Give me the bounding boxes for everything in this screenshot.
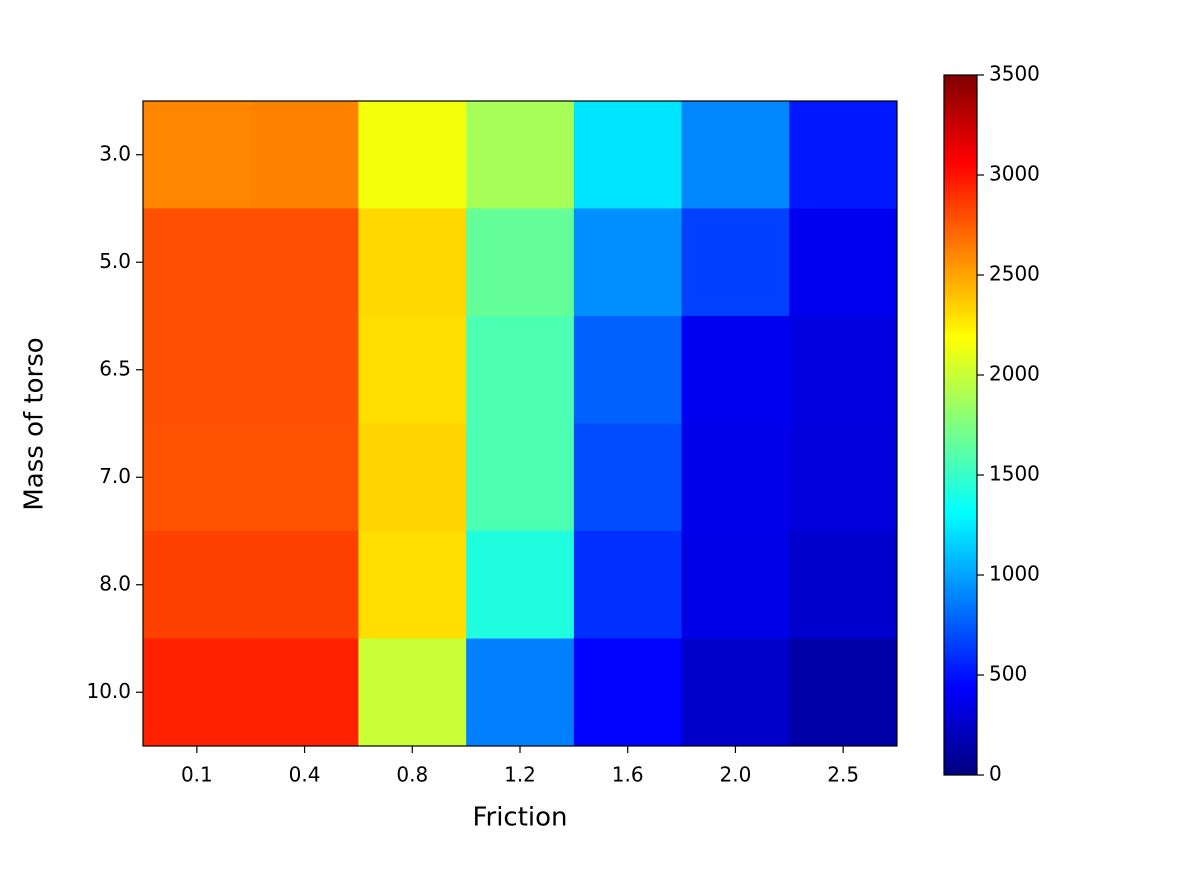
heatmap-cell: [358, 638, 467, 747]
heatmap-cell: [358, 531, 467, 639]
colorbar-tick-label: 500: [989, 662, 1027, 686]
heatmap-cell: [143, 316, 252, 424]
y-tick-label: 6.5: [99, 356, 131, 380]
heatmap-cell: [573, 208, 683, 317]
colorbar-tick-label: 3500: [989, 62, 1040, 86]
x-axis-title: Friction: [472, 803, 567, 833]
heatmap-cell: [143, 531, 252, 639]
x-tick-label: 0.8: [396, 763, 428, 787]
heatmap-cell: [466, 101, 575, 209]
heatmap-cell: [143, 638, 252, 747]
y-tick-label: 7.0: [99, 464, 131, 488]
y-axis-title: Mass of torso: [20, 337, 50, 510]
heatmap-cell: [573, 423, 683, 532]
x-tick-label: 1.2: [504, 763, 536, 787]
heatmap-cell: [573, 101, 683, 209]
heatmap-cell: [466, 638, 575, 747]
heatmap-cell: [789, 638, 898, 747]
y-tick-label: 10.0: [86, 679, 131, 703]
colorbar-tick-label: 0: [989, 762, 1002, 786]
x-tick-label: 2.0: [720, 763, 752, 787]
y-tick-label: 3.0: [99, 141, 131, 165]
heatmap-cell: [573, 316, 683, 424]
y-tick-label: 5.0: [99, 249, 131, 273]
heatmap-cell: [466, 531, 575, 639]
colorbar-tick-label: 2500: [989, 262, 1040, 286]
heatmap-cell: [573, 638, 683, 747]
x-tick-label: 0.1: [181, 763, 213, 787]
colorbar-tick-label: 1000: [989, 562, 1040, 586]
x-tick-label: 2.5: [827, 763, 859, 787]
colorbar-tick-label: 3000: [989, 162, 1040, 186]
heatmap-cell: [681, 423, 790, 532]
heatmap-cell: [250, 638, 359, 747]
colorbar-tick-label: 1500: [989, 462, 1040, 486]
heatmap-cell: [358, 316, 467, 424]
heatmap-cell: [250, 208, 359, 317]
x-tick-label: 0.4: [289, 763, 321, 787]
colorbar: [943, 74, 978, 776]
heatmap-cell: [358, 101, 467, 209]
heatmap-cell: [143, 423, 252, 532]
heatmap-cell: [466, 208, 575, 317]
heatmap-cell: [358, 208, 467, 317]
heatmap-cell: [681, 531, 790, 639]
heatmap-cell: [573, 531, 683, 639]
heatmap-cell: [250, 423, 359, 532]
heatmap-cell: [789, 316, 898, 424]
heatmap-cell: [250, 101, 359, 209]
heatmap-cell: [681, 208, 790, 317]
heatmap-cell: [789, 101, 898, 209]
y-tick-label: 8.0: [99, 571, 131, 595]
heatmap-cell: [143, 101, 252, 209]
heatmap-cell: [466, 316, 575, 424]
heatmap-cell: [789, 423, 898, 532]
colorbar-tick-label: 2000: [989, 362, 1040, 386]
heatmap-cell: [681, 638, 790, 747]
heatmap-cell: [681, 101, 790, 209]
heatmap-cell: [681, 316, 790, 424]
heatmap-cell: [789, 208, 898, 317]
x-tick-label: 1.6: [612, 763, 644, 787]
heatmap-cell: [789, 531, 898, 639]
heatmap-cell: [358, 423, 467, 532]
heatmap-cell: [466, 423, 575, 532]
heatmap-cell: [143, 208, 252, 317]
heatmap-cell: [250, 316, 359, 424]
heatmap-cell: [250, 531, 359, 639]
